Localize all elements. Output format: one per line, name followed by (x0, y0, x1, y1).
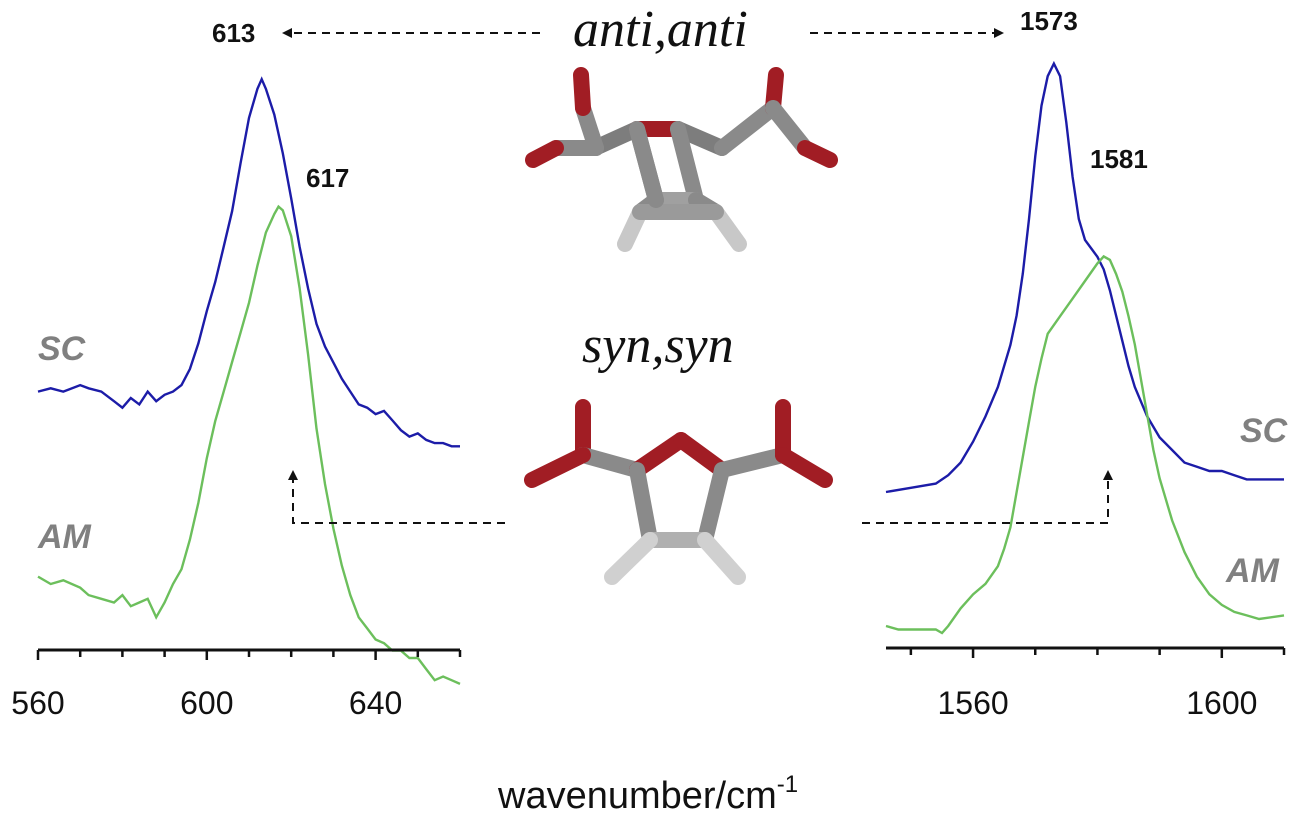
right-sc-line (885, 60, 1284, 494)
left-spectrum-panel: 560 600 640 (11, 76, 462, 721)
x-axis-label: wavenumber/cm-1 (497, 771, 798, 814)
right-tick-marks (909, 648, 1286, 658)
peak-label-613: 613 (212, 18, 255, 48)
right-spectrum-panel: 1560 1600 (885, 60, 1286, 721)
anti-anti-molecule-image (525, 67, 838, 252)
right-am-label: AM (1225, 552, 1280, 590)
x-tick-label-1560: 1560 (937, 685, 1008, 721)
x-tick-label-640: 640 (349, 685, 402, 721)
left-am-label: AM (37, 518, 92, 556)
right-sc-label: SC (1240, 412, 1288, 450)
left-tick-labels: 560 600 640 (11, 685, 402, 721)
x-tick-label-560: 560 (11, 685, 64, 721)
peak-label-1573: 1573 (1020, 6, 1078, 36)
arrow-syn-to-1581 (862, 470, 1113, 524)
right-tick-labels: 1560 1600 (937, 685, 1257, 721)
peak-label-1581: 1581 (1090, 144, 1148, 174)
left-am-line (37, 204, 461, 685)
right-am-line (885, 254, 1285, 635)
left-sc-line (37, 76, 460, 448)
peak-label-617: 617 (306, 163, 349, 193)
left-sc-label: SC (38, 330, 86, 368)
syn-syn-label: syn,syn (582, 317, 734, 374)
left-tick-marks (36, 650, 462, 660)
arrow-syn-to-617 (288, 470, 505, 524)
anti-anti-label: anti,anti (573, 1, 748, 58)
x-tick-label-1600: 1600 (1186, 685, 1257, 721)
syn-syn-molecule-image (524, 399, 833, 585)
x-tick-label-600: 600 (180, 685, 233, 721)
